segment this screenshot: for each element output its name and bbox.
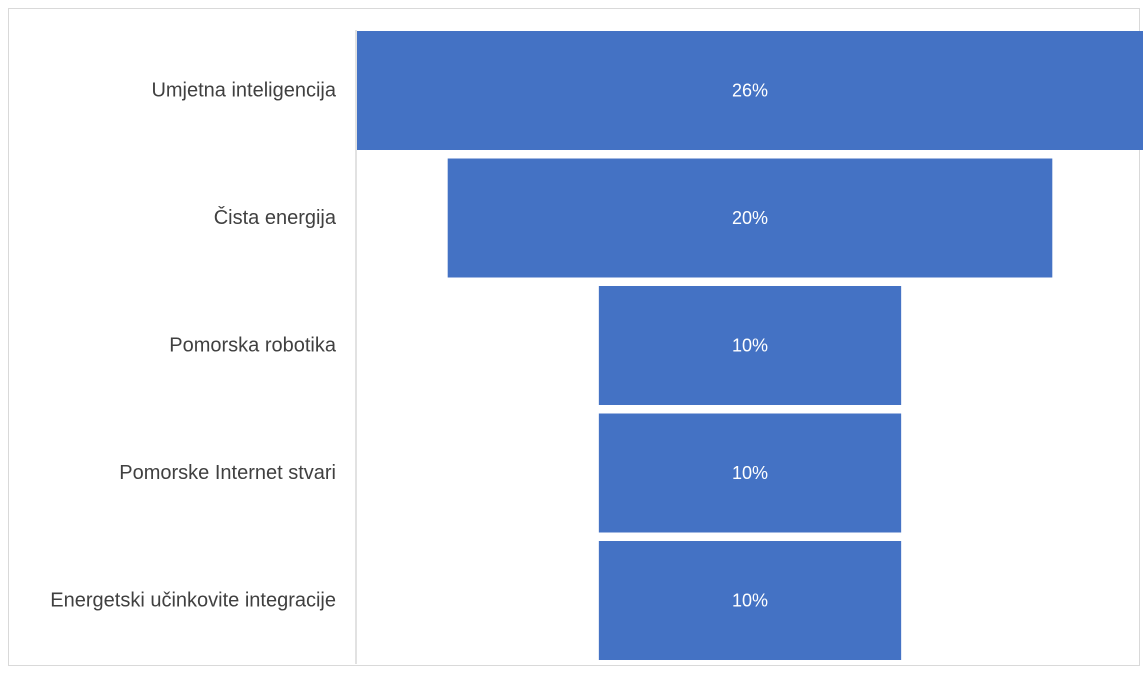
bar-value-label: 26% <box>732 81 768 101</box>
funnel-bar <box>598 541 902 660</box>
category-label: Pomorska robotika <box>169 335 337 357</box>
category-label: Pomorske Internet stvari <box>119 462 336 484</box>
bar-value-label: 10% <box>732 591 768 611</box>
category-label: Umjetna inteligencija <box>151 80 336 102</box>
bar-value-label: 10% <box>732 336 768 356</box>
category-label: Čista energija <box>214 206 337 229</box>
funnel-bar <box>357 31 1143 150</box>
category-label: Energetski učinkovite integracije <box>50 590 336 612</box>
bar-value-label: 10% <box>732 463 768 483</box>
funnel-bar <box>598 413 902 533</box>
funnel-bar <box>447 158 1053 278</box>
funnel-bar <box>598 286 902 405</box>
bar-value-label: 20% <box>732 208 768 228</box>
